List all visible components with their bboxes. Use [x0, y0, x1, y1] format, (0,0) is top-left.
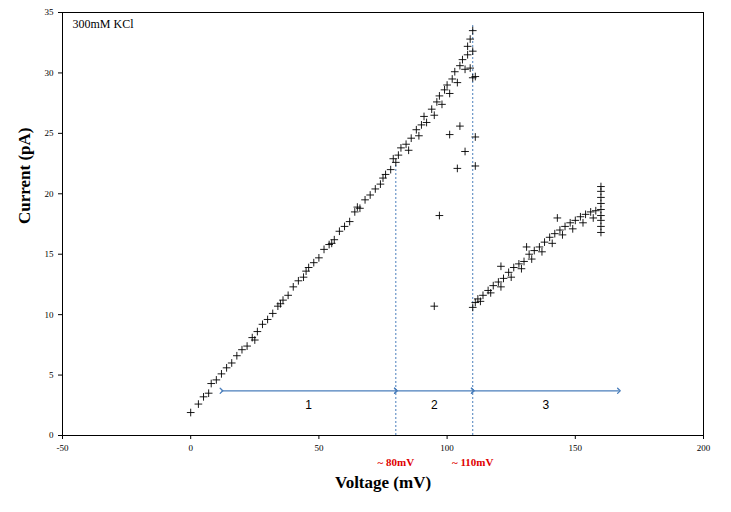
svg-text:0: 0 — [188, 443, 193, 453]
svg-text:10: 10 — [45, 310, 55, 320]
svg-text:30: 30 — [45, 68, 55, 78]
svg-text:3: 3 — [542, 398, 549, 412]
svg-text:100: 100 — [440, 443, 454, 453]
svg-text:15: 15 — [45, 249, 55, 259]
svg-text:0: 0 — [49, 430, 54, 440]
svg-text:35: 35 — [45, 7, 55, 17]
svg-text:5: 5 — [49, 370, 54, 380]
svg-text:50: 50 — [314, 443, 324, 453]
svg-text:Current (pA): Current (pA) — [15, 128, 34, 224]
svg-text:-50: -50 — [57, 443, 69, 453]
svg-text:200: 200 — [697, 443, 711, 453]
svg-text:2: 2 — [431, 398, 438, 412]
svg-text:Voltage (mV): Voltage (mV) — [335, 473, 431, 492]
svg-text:25: 25 — [45, 128, 55, 138]
svg-text:~ 80mV: ~ 80mV — [378, 456, 415, 468]
svg-text:300mM KCl: 300mM KCl — [73, 17, 135, 31]
svg-text:20: 20 — [45, 189, 55, 199]
svg-text:~ 110mV: ~ 110mV — [452, 456, 494, 468]
svg-text:1: 1 — [305, 398, 312, 412]
svg-text:150: 150 — [569, 443, 583, 453]
